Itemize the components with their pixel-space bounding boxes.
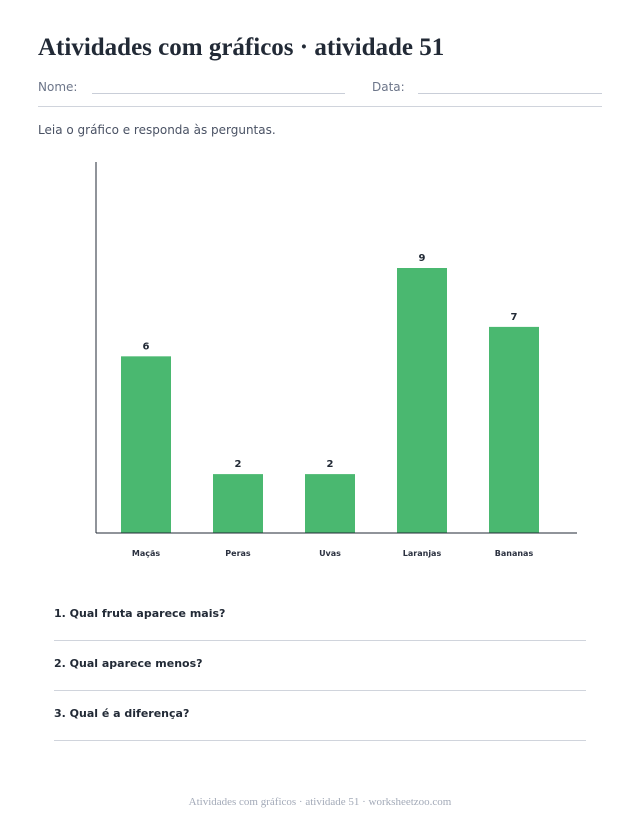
bar-2 (305, 474, 355, 533)
bar-1 (213, 474, 263, 533)
category-labels-group: Maçãs Peras Uvas Laranjas Bananas (132, 549, 534, 558)
bars-group (121, 268, 539, 533)
date-label: Data: (372, 80, 405, 94)
answer-line-1[interactable] (54, 640, 586, 641)
category-label: Peras (225, 549, 251, 558)
bar-0 (121, 356, 171, 533)
bar-value-label: 9 (419, 253, 426, 264)
answer-line-3[interactable] (54, 740, 586, 741)
name-label: Nome: (38, 80, 78, 94)
instructions: Leia o gráfico e responda às perguntas. (38, 123, 276, 137)
bar-value-label: 7 (511, 312, 518, 323)
category-label: Bananas (495, 549, 534, 558)
bar-value-label: 2 (235, 459, 242, 470)
question-3: 3. Qual é a diferença? (54, 707, 190, 720)
value-labels-group: 6 2 2 9 7 (143, 253, 518, 470)
bar-4 (489, 326, 539, 533)
answer-line-2[interactable] (54, 690, 586, 691)
header-divider (38, 106, 602, 107)
category-label: Laranjas (403, 549, 442, 558)
bar-value-label: 6 (143, 341, 150, 352)
footer: Atividades com gráficos · atividade 51 ·… (188, 796, 452, 808)
question-1: 1. Qual fruta aparece mais? (54, 607, 226, 620)
category-label: Uvas (319, 549, 341, 558)
bar-chart: 6 2 2 9 7 Maçãs Peras Uvas Laranjas Bananas (95, 162, 577, 558)
name-field[interactable] (92, 93, 345, 94)
page-title: Atividades com gráficos · atividade 51 (38, 34, 445, 61)
question-2: 2. Qual aparece menos? (54, 657, 203, 670)
date-field[interactable] (418, 93, 602, 94)
bar-value-label: 2 (327, 459, 334, 470)
category-label: Maçãs (132, 549, 161, 558)
bar-3 (397, 268, 447, 533)
